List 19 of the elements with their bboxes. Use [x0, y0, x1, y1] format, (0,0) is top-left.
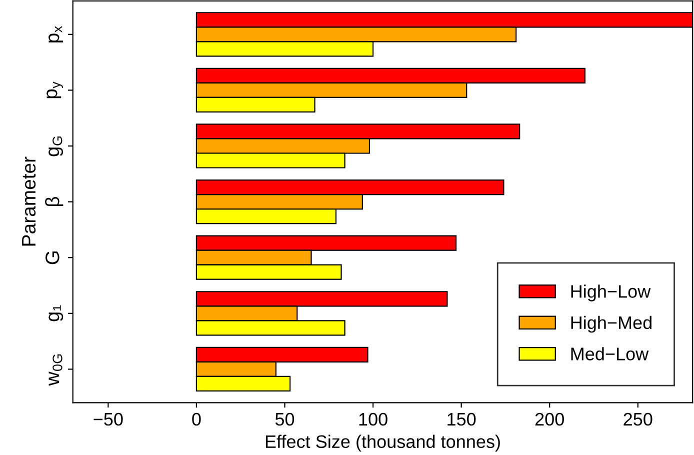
x-tick-label: 50 — [275, 412, 294, 426]
x-tick-label: 200 — [535, 412, 564, 426]
y-tick-label: g$_{G}$ — [48, 136, 64, 156]
x-tick-label: 150 — [448, 412, 476, 426]
y-tick-label: p$_{x}$ — [48, 26, 64, 42]
legend-label: Med−Low — [571, 347, 649, 360]
legend-label: High−Med — [571, 316, 652, 333]
legend-label: High−Low — [571, 284, 651, 302]
x-tick-label: −50 — [94, 412, 123, 426]
y-tick-label: G — [46, 251, 60, 264]
y-tick-label: p$_{y}$ — [46, 82, 63, 98]
x-tick-label: 250 — [624, 412, 652, 426]
y-tick-label: w$_{0G}$ — [48, 354, 62, 386]
y-tick-label: β — [45, 196, 64, 206]
y-tick-label: g₁ — [48, 305, 64, 322]
x-tick-label: 100 — [359, 412, 388, 426]
x-tick-label: 0 — [192, 412, 201, 426]
x-axis-title: Effect Size (thousand tonnes) — [266, 434, 500, 452]
y-axis-title: Parameter — [22, 156, 36, 246]
